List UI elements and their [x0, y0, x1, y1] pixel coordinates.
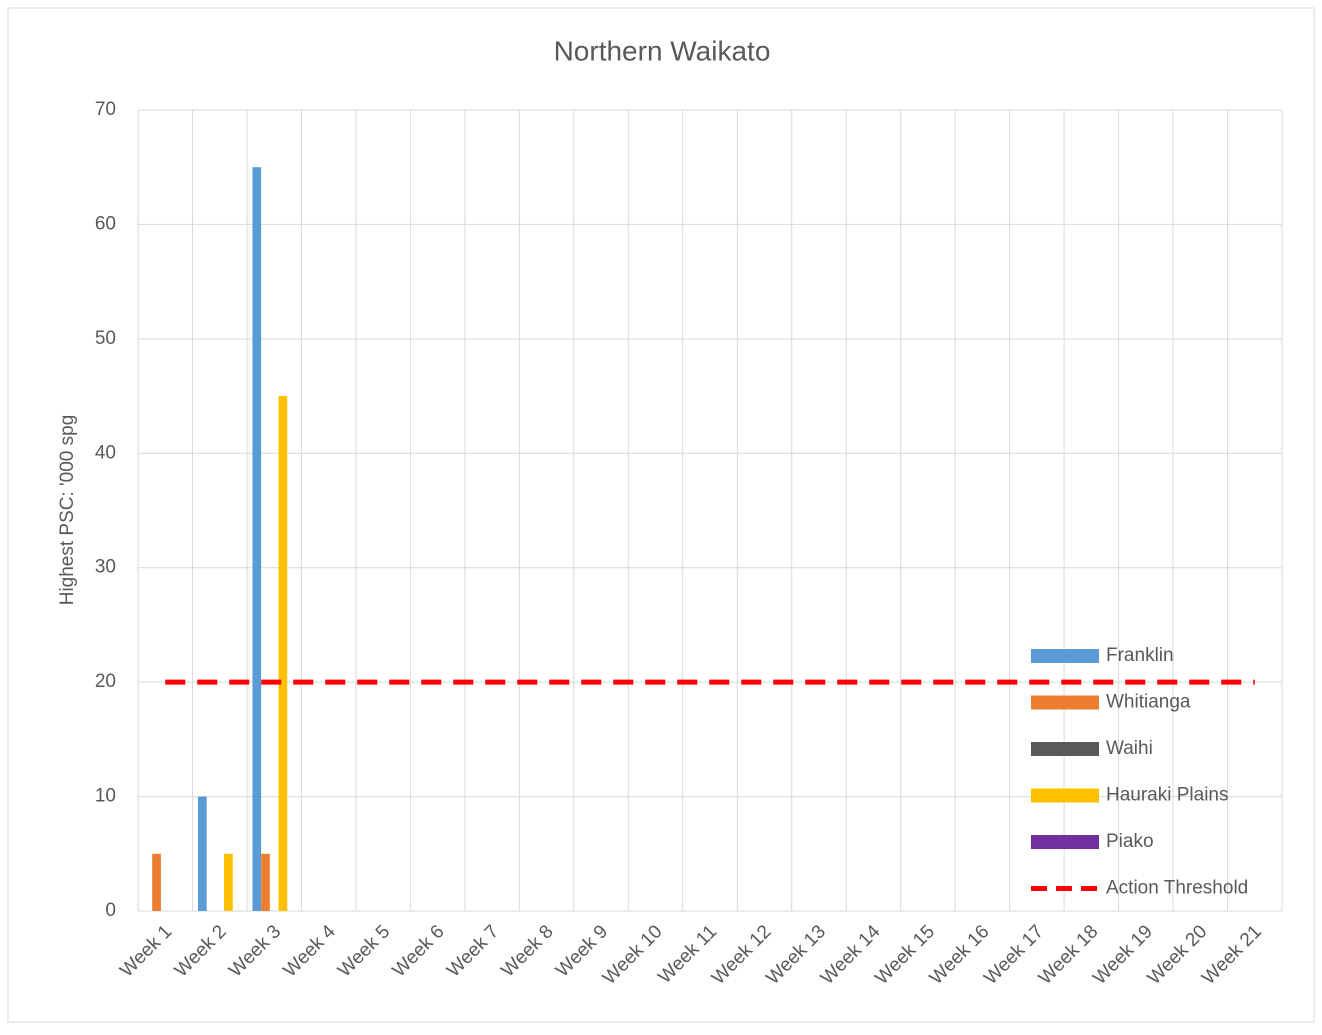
legend-label: Hauraki Plains — [1106, 785, 1229, 806]
chart-border — [7, 7, 1315, 1023]
chart-title: Northern Waikato — [554, 35, 771, 66]
bar — [152, 853, 161, 911]
legend-swatch — [1031, 788, 1099, 803]
y-tick-label: 50 — [95, 328, 116, 349]
legend-label: Piako — [1106, 831, 1154, 852]
bar — [224, 853, 233, 911]
y-tick-label: 40 — [95, 442, 116, 463]
y-tick-label: 60 — [95, 213, 116, 234]
legend-swatch — [1031, 835, 1099, 849]
y-tick-label: 0 — [105, 900, 116, 921]
y-axis-label: Highest PSC: '000 spg — [57, 415, 78, 606]
bar — [252, 167, 262, 911]
y-tick-label: 70 — [95, 99, 116, 120]
y-tick-label: 20 — [95, 671, 116, 692]
legend-label: Action Threshold — [1106, 878, 1248, 899]
legend-label: Franklin — [1106, 645, 1174, 666]
legend-swatch — [1031, 695, 1099, 710]
y-tick-label: 30 — [95, 557, 116, 578]
legend-swatch — [1031, 742, 1099, 756]
legend-label: Whitianga — [1106, 692, 1191, 713]
bar — [278, 396, 288, 912]
bar — [197, 796, 207, 911]
y-tick-label: 10 — [95, 786, 116, 807]
legend-label: Waihi — [1106, 738, 1153, 759]
legend-swatch — [1031, 649, 1099, 663]
bar — [261, 853, 270, 911]
